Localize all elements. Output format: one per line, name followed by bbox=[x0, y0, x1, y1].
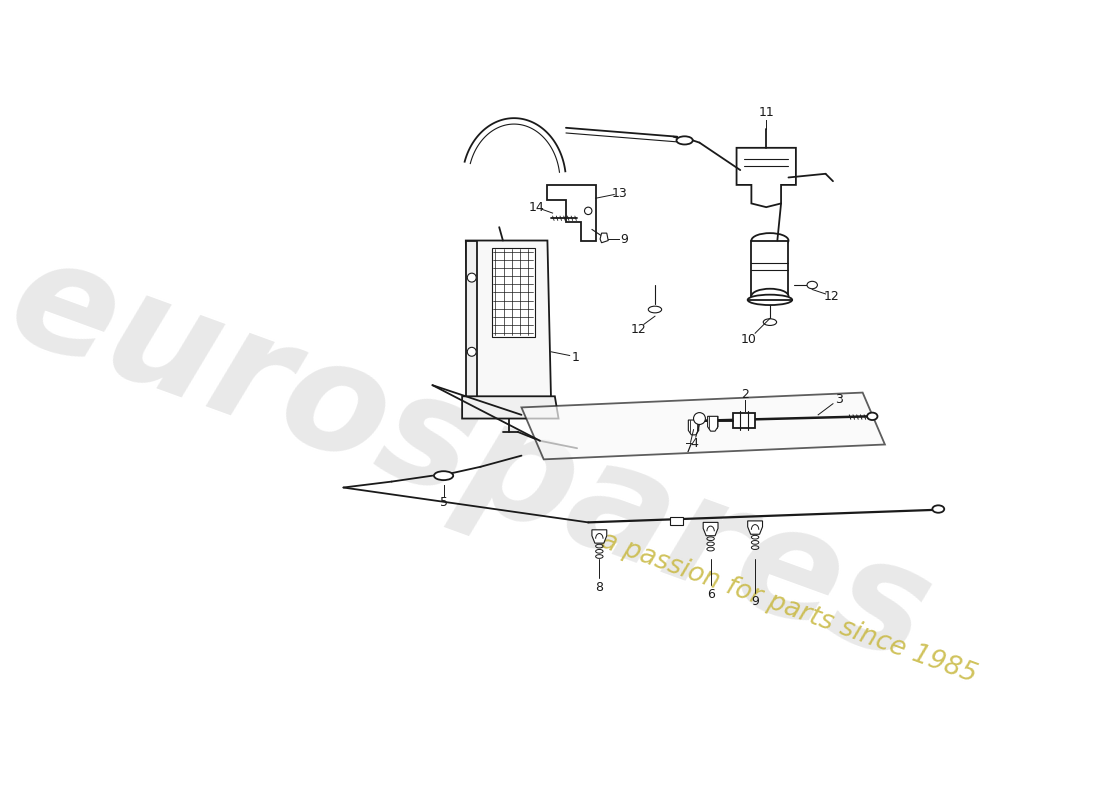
Text: 13: 13 bbox=[612, 186, 627, 199]
Bar bbox=[733, 414, 755, 428]
Polygon shape bbox=[548, 185, 595, 241]
Text: eurospares: eurospares bbox=[0, 224, 949, 694]
Polygon shape bbox=[592, 530, 607, 543]
Ellipse shape bbox=[867, 413, 878, 420]
Circle shape bbox=[468, 347, 476, 356]
Circle shape bbox=[468, 273, 476, 282]
Text: 11: 11 bbox=[758, 106, 774, 119]
Ellipse shape bbox=[751, 233, 789, 248]
Ellipse shape bbox=[933, 506, 944, 513]
Polygon shape bbox=[707, 416, 718, 431]
Ellipse shape bbox=[648, 306, 661, 313]
Text: 6: 6 bbox=[706, 588, 715, 601]
Bar bbox=[670, 517, 683, 525]
Text: 3: 3 bbox=[835, 393, 843, 406]
Ellipse shape bbox=[676, 136, 693, 145]
Ellipse shape bbox=[751, 289, 789, 303]
Circle shape bbox=[584, 207, 592, 214]
Text: 14: 14 bbox=[528, 201, 544, 214]
Polygon shape bbox=[465, 241, 477, 404]
Polygon shape bbox=[748, 521, 762, 534]
Bar bbox=[751, 241, 789, 296]
Polygon shape bbox=[703, 522, 718, 536]
Text: 9: 9 bbox=[751, 595, 759, 608]
Text: 12: 12 bbox=[824, 290, 839, 302]
Text: 9: 9 bbox=[620, 233, 628, 246]
Text: 12: 12 bbox=[630, 323, 647, 336]
Circle shape bbox=[693, 413, 705, 425]
Text: 8: 8 bbox=[595, 581, 603, 594]
Bar bbox=[492, 248, 535, 337]
Polygon shape bbox=[462, 396, 559, 418]
Polygon shape bbox=[521, 393, 884, 459]
Text: a passion for parts since 1985: a passion for parts since 1985 bbox=[597, 527, 980, 688]
Text: 4: 4 bbox=[691, 437, 698, 450]
Ellipse shape bbox=[748, 294, 792, 305]
Text: 1: 1 bbox=[572, 351, 580, 364]
Polygon shape bbox=[601, 233, 608, 242]
Text: 10: 10 bbox=[740, 333, 757, 346]
Text: 7: 7 bbox=[685, 442, 693, 454]
Text: 5: 5 bbox=[440, 496, 448, 509]
Ellipse shape bbox=[807, 282, 817, 289]
Ellipse shape bbox=[763, 318, 777, 326]
Text: 2: 2 bbox=[741, 388, 749, 402]
Ellipse shape bbox=[433, 471, 453, 480]
Polygon shape bbox=[689, 420, 698, 435]
Polygon shape bbox=[737, 148, 796, 207]
Polygon shape bbox=[465, 241, 551, 404]
